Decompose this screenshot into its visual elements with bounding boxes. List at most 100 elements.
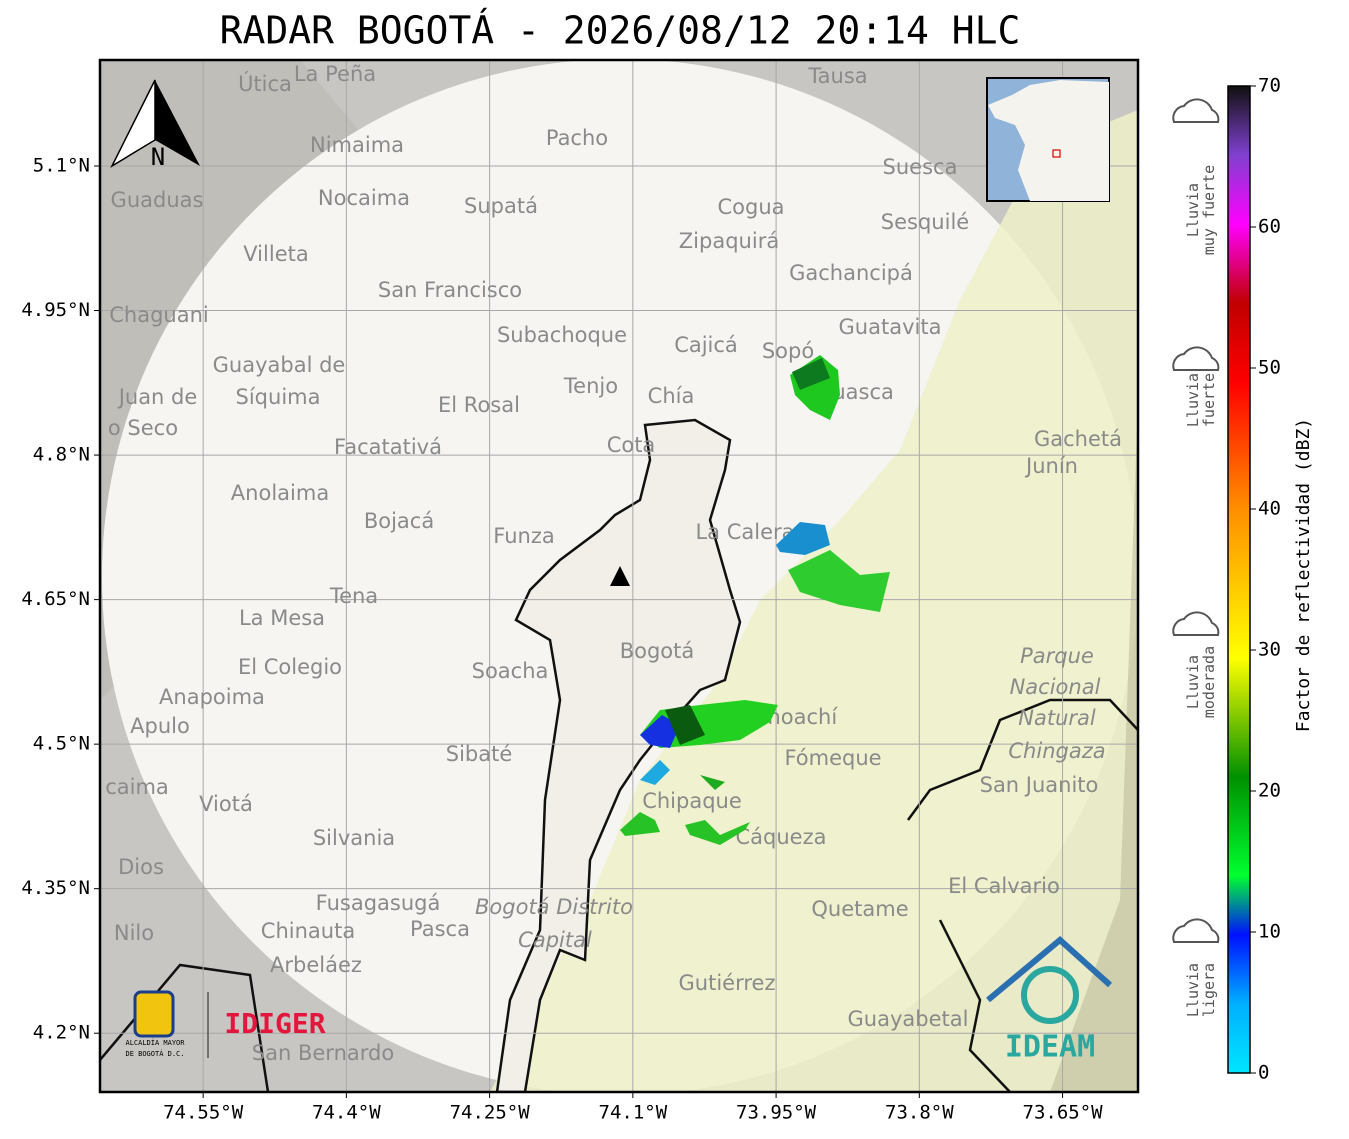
place-label: Viotá [199,792,253,816]
colorbar [1227,85,1251,1074]
place-label: Fómeque [784,746,881,770]
place-label: Síquima [236,385,321,409]
ideam-swirl [1021,966,1079,1024]
place-label: La Mesa [239,606,325,630]
place-label: La Peña [294,62,376,86]
radar-echoes [620,355,890,845]
place-label: o Seco [108,416,178,440]
inset-map [986,77,1110,202]
graticule [100,60,1138,1092]
echo [640,760,670,785]
y-tick-label: 4.8°N [33,444,90,466]
place-label: El Rosal [438,393,520,417]
inset-marker [1052,149,1061,158]
inset-land [988,80,1109,201]
place-label: Subachoque [497,323,627,347]
colorbar-tick-label: 20 [1258,780,1281,802]
rain-category-label: fuerte [1200,373,1218,427]
axes: 74.55°W 74.4°W 74.25°W 74.1°W 73.95°W 73.8°W 7… [21,154,1103,1123]
place-label: Tausa [807,64,867,88]
place-label: Arbeláez [270,953,362,977]
place-label: Anolaima [231,481,329,505]
place-label: Facatativá [334,435,442,459]
place-label: El Colegio [238,655,342,679]
rain-category-label: Lluvia [1184,963,1202,1017]
rain-category-label: moderada [1200,646,1218,718]
x-tick-label: 74.25°W [450,1102,531,1124]
place-label: caima [105,775,169,799]
x-tick-label: 73.8°W [885,1102,954,1124]
place-label: Bogotá [620,639,695,663]
colorbar-tick-label: 60 [1258,216,1281,238]
place-label: Chipaque [642,789,742,813]
place-label: Suesca [883,155,958,179]
place-label: Zipaquirá [679,229,779,253]
y-tick-label: 4.2°N [33,1022,90,1044]
place-label: La Calera [695,520,794,544]
echo [685,820,750,845]
x-tick-label: 74.1°W [599,1102,668,1124]
y-tick-label: 4.95°N [21,299,90,321]
place-label: Sesquilé [881,210,969,234]
colorbar-ticks: 0 10 20 30 40 50 60 70 [1250,75,1281,1084]
place-label: Pacho [546,126,608,150]
alcaldia-text: ALCALDÍA MAYOR [125,1038,185,1047]
weather-icon [1172,98,1220,123]
weather-icon [1172,346,1220,371]
place-label: Chinauta [261,919,355,943]
colorbar-tick-label: 40 [1258,498,1281,520]
terrain-east [490,110,1138,1092]
place-label: Útica [238,71,292,96]
place-label: Parque [1020,644,1094,668]
place-label: Quetame [811,897,908,921]
weather-icon [1172,918,1220,943]
echo [620,812,660,836]
weather-icon [1172,611,1220,636]
place-label: Silvania [313,826,395,850]
place-label: Capital [518,928,592,952]
place-label: Cáqueza [736,825,827,849]
place-label: Guayabal de [213,353,346,377]
echo [640,715,680,748]
logos: ALCALDÍA MAYOR DE BOGOTÁ D.C. IDIGER IDE… [125,936,1113,1065]
x-tick-label: 74.55°W [163,1102,244,1124]
place-label: Funza [493,524,554,548]
place-label: Chaguani [109,303,209,327]
place-label: Sibaté [446,742,513,766]
place-label: El Calvario [948,874,1060,898]
radar-site [610,566,630,586]
north-arrow: N [110,79,200,171]
place-label: Nocaima [318,186,410,210]
y-tick-label: 4.5°N [33,733,90,755]
place-label: Tenjo [563,374,618,398]
place-label: Chingaza [1008,739,1105,763]
place-label: Bojacá [364,509,434,533]
place-label: San Bernardo [252,1041,394,1065]
place-label: Gachetá [1034,427,1122,451]
alcaldia-shield [133,990,175,1038]
idiger-logo: IDIGER [224,1007,325,1040]
place-label: Natural [1018,706,1096,730]
place-label: Fusagasugá [316,891,441,915]
alcaldia-text: DE BOGOTÁ D.C. [125,1049,184,1058]
ideam-roof [986,936,1113,1003]
rain-category-label: ligera [1200,963,1218,1017]
place-label: San Francisco [378,278,522,302]
map-frame [98,58,1140,1094]
place-label: Villeta [243,242,308,266]
place-label: Chía [648,384,695,408]
rain-category-label: Lluvia [1184,183,1202,237]
bogota-boundary [495,418,742,1092]
north-arrow-right [155,80,200,166]
place-label: Bogotá Distrito [475,895,633,919]
title: RADAR BOGOTÁ - 2026/08/12 20:14 HLC [220,9,1021,53]
place-label: Supatá [464,194,538,218]
echo [776,522,830,555]
place-label: Dios [118,855,164,879]
x-tick-label: 74.4°W [312,1102,381,1124]
place-label: Guayabetal [848,1007,969,1031]
rain-category-label: Lluvia [1184,373,1202,427]
place-label: Gutiérrez [679,971,776,995]
